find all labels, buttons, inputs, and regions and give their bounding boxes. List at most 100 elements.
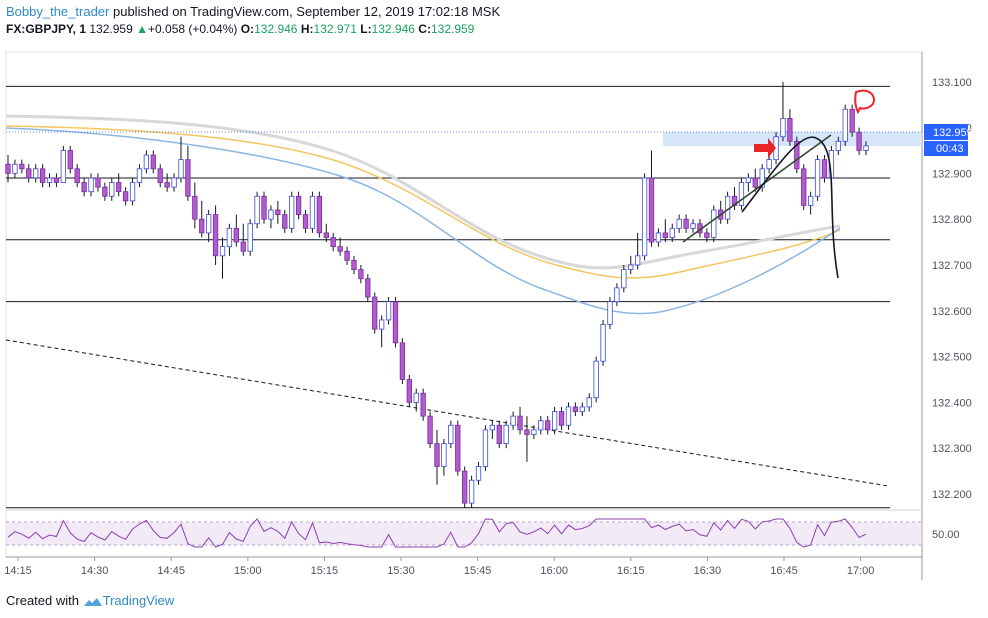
- candle-up: [531, 429, 537, 435]
- high-label: H:: [300, 22, 314, 36]
- candle-down: [26, 168, 32, 179]
- candle-up: [171, 177, 177, 188]
- candle-up: [129, 182, 136, 202]
- time-axis-labels: 14:15 14:30 14:45 15:00 15:15 15:30 15:45 16:00…: [4, 557, 874, 577]
- candle-up: [503, 424, 509, 444]
- candles: [5, 81, 869, 508]
- tradingview-brand-link[interactable]: TradingView: [102, 593, 175, 608]
- candle-up: [33, 168, 39, 179]
- candle-up: [676, 218, 682, 229]
- rsi-line: [7, 518, 867, 548]
- candle-up: [378, 319, 385, 330]
- dashed-trendline[interactable]: [5, 339, 889, 487]
- time-tick-label: 15:30: [387, 565, 415, 577]
- candle-down: [116, 182, 122, 193]
- red-arrow-icon[interactable]: [754, 138, 776, 158]
- candle-up: [593, 360, 599, 399]
- candle-down: [524, 429, 530, 435]
- change-value: +0.058 (+0.04%): [148, 22, 238, 36]
- candle-up: [289, 195, 295, 229]
- candle-down: [67, 150, 73, 170]
- rsi-axis-label: 50.00: [932, 529, 960, 541]
- candle-up: [441, 443, 447, 467]
- ma-200-line: [5, 114, 841, 270]
- price-tick-label: 132.400: [932, 397, 972, 409]
- candle-up: [863, 145, 869, 151]
- candle-up: [12, 163, 18, 174]
- candle-down: [74, 168, 80, 183]
- current-price-badge: [924, 124, 968, 140]
- candle-up: [109, 182, 115, 197]
- candle-up: [482, 429, 489, 467]
- time-tick-label: 15:15: [311, 565, 339, 577]
- candle-down: [199, 218, 205, 234]
- ma-50-line: [5, 127, 841, 315]
- candle-up: [489, 424, 496, 431]
- candle-up: [247, 223, 253, 252]
- last-price: 132.959: [89, 22, 133, 36]
- candle-down: [496, 424, 502, 444]
- candle-down: [406, 379, 412, 403]
- candle-up: [551, 411, 558, 431]
- candle-down: [5, 163, 11, 174]
- ma-100-line: [5, 125, 841, 279]
- candle-up: [143, 154, 150, 170]
- candle-up: [621, 269, 627, 289]
- candle-up: [655, 232, 662, 243]
- candle-up: [635, 255, 641, 266]
- candle-down: [102, 186, 108, 197]
- candle-down: [372, 296, 378, 330]
- price-tick-label: 132.600: [932, 306, 972, 318]
- low-value: 132.946: [371, 22, 415, 36]
- candle-down: [801, 168, 807, 206]
- tradingview-logo-icon: [83, 597, 102, 606]
- author-link[interactable]: Bobby_the_trader: [6, 4, 110, 19]
- candle-up: [745, 177, 752, 183]
- candle-up: [766, 159, 772, 170]
- countdown-badge: [924, 141, 968, 156]
- price-tick-label: 132.200: [932, 489, 972, 501]
- hand-drawn-curve[interactable]: [741, 136, 839, 279]
- published-text: published on TradingView.com, September …: [112, 4, 501, 19]
- candle-up: [579, 406, 585, 412]
- time-tick-label: 14:45: [157, 565, 185, 577]
- time-tick-label: 16:45: [770, 565, 798, 577]
- candle-up: [226, 227, 233, 248]
- candle-down: [316, 195, 323, 234]
- candle-down: [164, 182, 170, 188]
- candle-up: [607, 301, 613, 325]
- candle-down: [185, 159, 191, 197]
- candle-down: [295, 195, 302, 215]
- candle-up: [807, 195, 814, 206]
- candle-down: [752, 177, 758, 188]
- candle-up: [468, 479, 475, 504]
- candle-down: [572, 406, 579, 412]
- candle-up: [88, 177, 94, 193]
- candle-up: [835, 140, 841, 151]
- candle-up: [254, 195, 260, 225]
- price-tick-label: 132.700: [932, 260, 972, 272]
- candle-down: [662, 232, 668, 238]
- candle-up: [46, 177, 53, 183]
- candle-up: [641, 177, 648, 257]
- time-tick-label: 14:15: [4, 565, 32, 577]
- candle-up: [842, 108, 848, 142]
- candle-down: [81, 182, 87, 193]
- thumbs-down-icon[interactable]: [854, 89, 876, 115]
- candle-down: [455, 424, 461, 472]
- candle-down: [517, 415, 523, 431]
- candle-down: [122, 191, 129, 202]
- candle-down: [365, 278, 371, 298]
- candle-down: [157, 168, 163, 183]
- time-tick-label: 16:00: [540, 565, 568, 577]
- candle-up: [60, 150, 67, 183]
- candle-down: [240, 241, 246, 252]
- green-trendline[interactable]: [682, 134, 832, 243]
- candle-up: [385, 301, 392, 321]
- candle-down: [558, 411, 565, 426]
- time-tick-label: 15:00: [234, 565, 262, 577]
- publish-info: Bobby_the_trader published on TradingVie…: [6, 4, 500, 19]
- candle-up: [309, 195, 316, 229]
- candle-up: [780, 118, 786, 138]
